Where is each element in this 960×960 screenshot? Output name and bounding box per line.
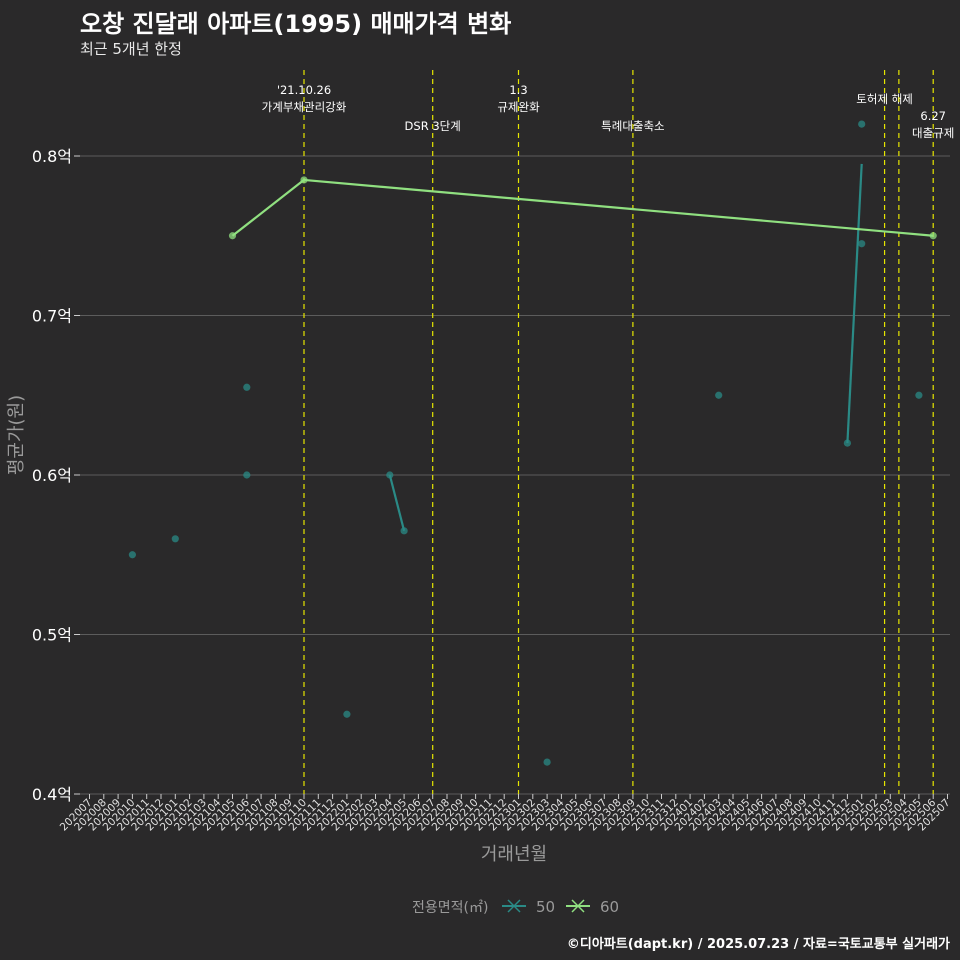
series-line-60 bbox=[231, 178, 934, 237]
y-tick-label: 0.5억 bbox=[32, 626, 72, 645]
data-point-50 bbox=[243, 383, 251, 391]
x-axis-label: 거래년월 bbox=[481, 844, 547, 865]
legend-label: 60 bbox=[600, 898, 619, 916]
source-caption: ©디아파트(dapt.kr) / 2025.07.23 / 자료=국토교통부 실… bbox=[566, 937, 950, 952]
y-axis-label: 평균가(원) bbox=[6, 395, 27, 475]
event-label: 가계부채관리강화 bbox=[262, 100, 347, 114]
data-point-50 bbox=[171, 535, 179, 543]
series-line-50 bbox=[388, 474, 406, 532]
event-label: 6.27 bbox=[920, 109, 946, 123]
data-point-50 bbox=[400, 527, 408, 535]
data-point-50 bbox=[128, 551, 136, 559]
data-point-50 bbox=[715, 391, 723, 399]
legend-item-60: 60 bbox=[566, 898, 619, 916]
data-point-60 bbox=[300, 176, 308, 184]
event-label: '21.10.26 bbox=[277, 83, 331, 97]
event-label: 대출규제 bbox=[912, 126, 954, 140]
legend-swatch-mark bbox=[571, 899, 585, 913]
y-tick-label: 0.7억 bbox=[32, 307, 72, 326]
data-point-50 bbox=[386, 471, 394, 479]
data-point-50 bbox=[243, 471, 251, 479]
event-label: DSR 3단계 bbox=[405, 119, 461, 133]
chart-subtitle: 최근 5개년 한정 bbox=[80, 40, 182, 58]
y-tick-label: 0.6억 bbox=[32, 466, 72, 485]
data-point-50 bbox=[343, 710, 351, 718]
data-point-50 bbox=[843, 439, 852, 447]
data-point-50 bbox=[858, 240, 866, 248]
legend-label: 50 bbox=[536, 898, 555, 916]
data-point-60 bbox=[228, 232, 237, 240]
legend-swatch-mark bbox=[507, 899, 521, 913]
data-point-60 bbox=[929, 232, 937, 240]
event-label: 규제완화 bbox=[497, 100, 540, 114]
legend-item-50: 50 bbox=[502, 898, 555, 916]
event-label: 특례대출축소 bbox=[601, 119, 664, 133]
y-tick-label: 0.4억 bbox=[32, 785, 72, 804]
y-tick-label: 0.8억 bbox=[32, 147, 72, 166]
legend: 전용면적(㎡) 50 60 bbox=[412, 898, 619, 916]
data-point-50 bbox=[858, 120, 866, 128]
series-line-50 bbox=[846, 163, 863, 444]
grid-lines bbox=[80, 155, 950, 795]
legend-title: 전용면적(㎡) bbox=[412, 900, 488, 916]
data-point-50 bbox=[543, 758, 551, 766]
event-label: 1.3 bbox=[509, 83, 527, 97]
axes: 0.4억0.5억0.6억0.7억0.8억20200720200820200920… bbox=[32, 147, 953, 833]
data-point-50 bbox=[915, 391, 923, 399]
chart-title: 오창 진달래 아파트(1995) 매매가격 변화 bbox=[80, 10, 512, 38]
data-series bbox=[128, 120, 937, 766]
event-label: 토허제 해제 bbox=[856, 92, 913, 106]
